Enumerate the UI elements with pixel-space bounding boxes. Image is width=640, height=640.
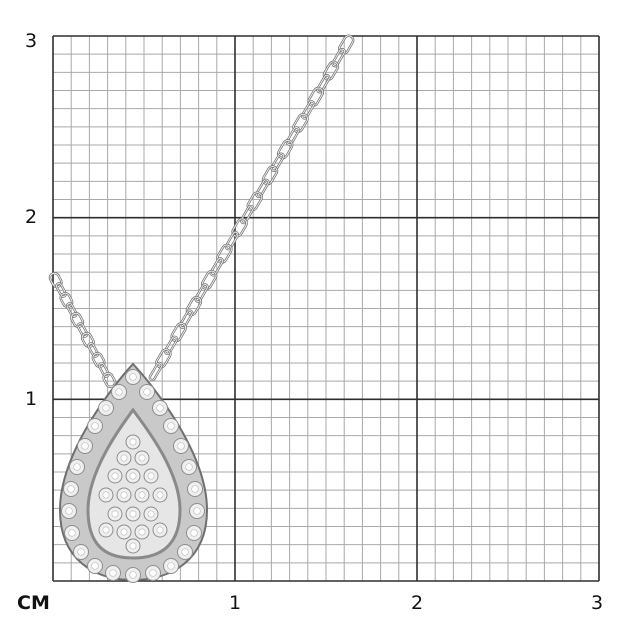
- halo-diamond-facet: [68, 529, 76, 537]
- chain-link-highlight: [88, 342, 99, 358]
- chain-link-highlight: [149, 362, 163, 381]
- cluster-diamond-facet: [156, 491, 164, 499]
- cluster-diamond-facet: [129, 542, 137, 550]
- halo-diamond-facet: [91, 422, 99, 430]
- chain-link-highlight: [323, 61, 339, 80]
- chain-link-highlight: [308, 87, 324, 107]
- cluster-diamond-facet: [111, 472, 119, 480]
- y-label-2: 2: [25, 206, 38, 228]
- chain-link-highlight: [92, 352, 105, 368]
- chain-link-highlight: [194, 283, 209, 303]
- halo-diamond-facet: [191, 485, 199, 493]
- chain-link-highlight: [255, 179, 269, 198]
- chain-link-highlight: [55, 282, 67, 298]
- halo-diamond-facet: [109, 569, 117, 577]
- cluster-diamond-facet: [120, 528, 128, 536]
- pendant-image: [58, 362, 209, 583]
- halo-diamond-facet: [167, 562, 175, 570]
- chain-link-highlight: [247, 192, 263, 211]
- chain-link-highlight: [293, 113, 308, 133]
- halo-diamond-facet: [185, 463, 193, 471]
- chain-link-highlight: [210, 257, 224, 276]
- chain-link-highlight: [98, 362, 110, 378]
- chain-link-highlight: [77, 322, 88, 338]
- cluster-diamond-facet: [129, 472, 137, 480]
- cluster-diamond-facet: [138, 454, 146, 462]
- cluster-diamond-facet: [129, 438, 137, 446]
- chain-link-highlight: [70, 312, 84, 328]
- chain-link: [148, 361, 164, 382]
- x-label-2: 2: [411, 592, 424, 614]
- chain-link-highlight: [332, 48, 346, 67]
- chain-link-highlight: [164, 336, 178, 355]
- halo-diamond-facet: [102, 404, 110, 412]
- halo-diamond-facet: [177, 442, 185, 450]
- halo-diamond-facet: [67, 485, 75, 493]
- chain-link-highlight: [155, 349, 171, 368]
- chain-link-highlight: [301, 100, 315, 119]
- cluster-diamond-facet: [138, 528, 146, 536]
- halo-diamond-facet: [77, 548, 85, 556]
- x-label-1: 1: [229, 592, 242, 614]
- pendant-inner-frame: [86, 407, 182, 560]
- cluster-diamond-facet: [111, 510, 119, 518]
- cluster-diamond-facet: [138, 491, 146, 499]
- chain-link-highlight: [186, 296, 202, 316]
- halo-diamond-facet: [65, 507, 73, 515]
- chain-link-highlight: [171, 322, 187, 342]
- cluster-diamond-facet: [156, 526, 164, 534]
- y-label-1: 1: [25, 388, 38, 410]
- unit-label: CM: [17, 592, 50, 614]
- chain-link-highlight: [271, 153, 285, 172]
- chain-link-highlight: [277, 139, 293, 159]
- cluster-diamond-facet: [147, 472, 155, 480]
- chain-image: [48, 34, 355, 388]
- chain-link-highlight: [201, 270, 217, 290]
- chain-link-highlight: [179, 310, 193, 329]
- chain-link-highlight: [103, 372, 116, 388]
- halo-diamond-facet: [190, 529, 198, 537]
- chain-link-highlight: [225, 231, 239, 250]
- halo-diamond-facet: [129, 571, 137, 579]
- cluster-diamond-facet: [120, 491, 128, 499]
- halo-diamond-facet: [91, 562, 99, 570]
- chain-link-highlight: [232, 218, 248, 237]
- chain-link-highlight: [49, 272, 62, 288]
- cluster-diamond-facet: [102, 526, 110, 534]
- chain-link-highlight: [262, 166, 278, 185]
- cluster-diamond-facet: [129, 510, 137, 518]
- chain-link-highlight: [66, 302, 77, 318]
- halo-diamond-facet: [193, 507, 201, 515]
- halo-diamond-facet: [149, 569, 157, 577]
- halo-diamond-facet: [73, 463, 81, 471]
- chain-link-highlight: [216, 244, 232, 264]
- halo-diamond-facet: [81, 442, 89, 450]
- chain-link-highlight: [338, 35, 354, 54]
- halo-diamond-facet: [143, 388, 151, 396]
- chain-link-highlight: [81, 332, 95, 348]
- halo-diamond-facet: [181, 548, 189, 556]
- chain-link-highlight: [240, 205, 254, 224]
- cluster-diamond-facet: [147, 510, 155, 518]
- chain-link-highlight: [286, 127, 300, 146]
- halo-diamond-facet: [115, 388, 123, 396]
- halo-diamond-facet: [129, 373, 137, 381]
- chain-link-highlight: [316, 74, 330, 93]
- y-label-3: 3: [25, 30, 38, 52]
- halo-diamond-facet: [156, 404, 164, 412]
- chain-link-highlight: [60, 292, 73, 308]
- x-label-3: 3: [591, 592, 604, 614]
- cluster-diamond-facet: [120, 454, 128, 462]
- halo-diamond-facet: [167, 422, 175, 430]
- cluster-diamond-facet: [102, 491, 110, 499]
